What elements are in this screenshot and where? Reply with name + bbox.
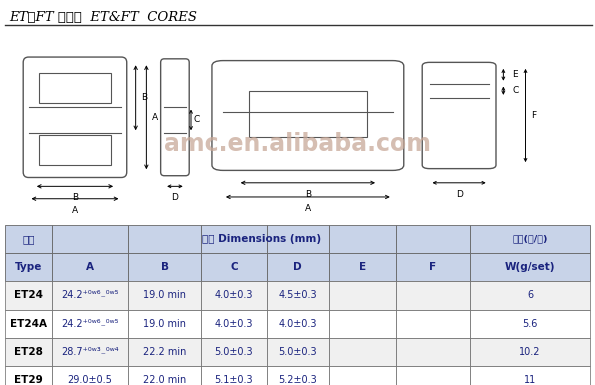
Text: 22.2 min: 22.2 min [143,347,186,357]
Text: amc.en.alibaba.com: amc.en.alibaba.com [164,132,431,156]
Text: A: A [305,204,311,213]
Text: ET24: ET24 [14,291,43,300]
Text: 24.2⁺⁰ʷ⁶₋⁰ʷ⁵: 24.2⁺⁰ʷ⁶₋⁰ʷ⁵ [61,291,119,300]
Bar [39,135,111,165]
Text: 4.0±0.3: 4.0±0.3 [215,291,253,300]
Text: 19.0 min: 19.0 min [143,291,186,300]
Text: 5.0±0.3: 5.0±0.3 [278,347,317,357]
Text: F: F [430,263,436,272]
Text: D: D [171,193,178,203]
Text: A: A [152,113,158,122]
Text: B: B [305,190,311,199]
Text: 5.6: 5.6 [522,319,538,328]
Text: 29.0±0.5: 29.0±0.5 [68,375,112,385]
Text: 重量(克/策): 重量(克/策) [512,235,548,244]
Text: E: E [513,70,518,79]
Text: F: F [531,111,536,120]
Text: 5.0±0.3: 5.0±0.3 [215,347,253,357]
Text: C: C [193,116,200,124]
Text: C: C [230,263,237,272]
Text: 4.5±0.3: 4.5±0.3 [278,291,317,300]
Text: A: A [86,263,94,272]
FancyBboxPatch shape [212,60,404,171]
Text: Type: Type [15,263,42,272]
Text: ET28: ET28 [14,347,43,357]
Text: B: B [141,93,147,102]
FancyBboxPatch shape [161,59,189,176]
Bar [249,91,367,137]
Text: 6: 6 [527,291,533,300]
Text: 5.2±0.3: 5.2±0.3 [278,375,317,385]
Text: E: E [359,263,366,272]
Text: 11: 11 [524,375,536,385]
Text: 19.0 min: 19.0 min [143,319,186,328]
Text: 5.1±0.3: 5.1±0.3 [215,375,253,385]
Bar [39,73,111,103]
Text: 22.0 min: 22.0 min [143,375,186,385]
Text: ET24A: ET24A [10,319,47,328]
Text: B: B [72,193,78,203]
Text: 28.7⁺⁰ʷ³₋⁰ʷ⁴: 28.7⁺⁰ʷ³₋⁰ʷ⁴ [61,347,119,357]
Text: 24.2⁺⁰ʷ⁶₋⁰ʷ⁵: 24.2⁺⁰ʷ⁶₋⁰ʷ⁵ [61,319,119,328]
Text: D: D [456,190,462,199]
Text: ET、FT 型磁芯  ET&FT  CORES: ET、FT 型磁芯 ET&FT CORES [9,11,197,24]
Text: ET29: ET29 [14,375,43,385]
Text: 4.0±0.3: 4.0±0.3 [278,319,317,328]
Text: B: B [161,263,168,272]
Text: 型号: 型号 [22,234,35,244]
Text: W(g/set): W(g/set) [505,263,555,272]
Text: 尺寸 Dimensions (mm): 尺寸 Dimensions (mm) [202,234,321,244]
Text: C: C [513,86,519,95]
FancyBboxPatch shape [23,57,127,177]
Text: A: A [72,206,78,215]
Text: 10.2: 10.2 [519,347,541,357]
Text: D: D [293,263,302,272]
FancyBboxPatch shape [422,62,496,169]
Text: 4.0±0.3: 4.0±0.3 [215,319,253,328]
